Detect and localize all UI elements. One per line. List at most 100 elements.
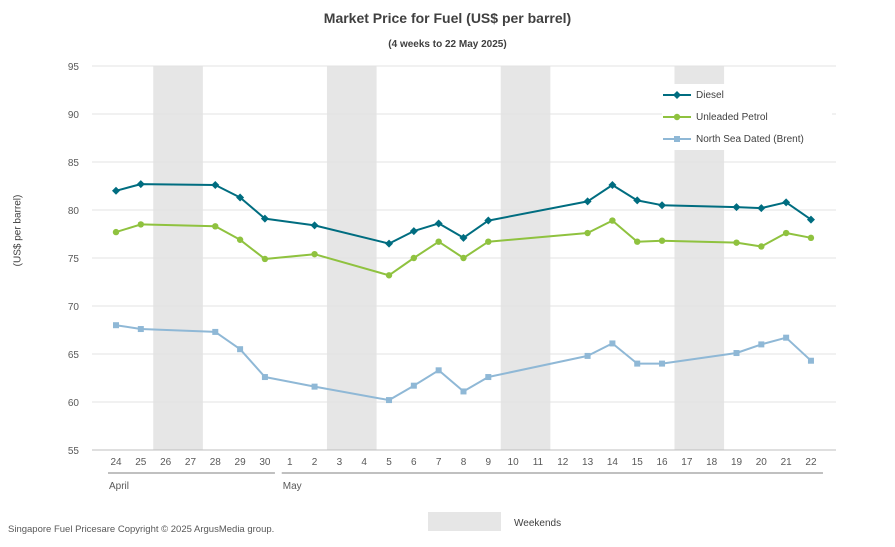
series-point: [583, 197, 592, 206]
series-point: [212, 223, 219, 230]
legend-item: Unleaded Petrol: [662, 106, 832, 128]
series-point: [137, 221, 145, 228]
series-point: [386, 397, 393, 404]
x-tick-label: 17: [681, 457, 693, 468]
series-point: [658, 237, 666, 244]
series-point: [807, 234, 815, 242]
x-tick-label: 2: [312, 457, 318, 468]
weekend-legend-swatch: [428, 512, 501, 531]
series-point: [311, 383, 318, 390]
x-tick-label: 13: [582, 457, 594, 468]
x-tick-label: 22: [805, 457, 817, 468]
series-point: [385, 272, 393, 279]
x-tick-label: 8: [461, 457, 467, 468]
series-point: [113, 322, 119, 329]
series-point: [237, 346, 244, 353]
series-point: [460, 254, 467, 262]
y-tick-label: 65: [68, 350, 80, 361]
series-unleaded-petrol: [112, 217, 815, 279]
legend-label: North Sea Dated (Brent): [696, 133, 804, 145]
x-tick-label: 16: [656, 457, 668, 468]
series-point: [633, 196, 642, 205]
series-point: [757, 204, 766, 213]
series-diesel: [112, 180, 815, 248]
month-label: April: [109, 481, 129, 492]
x-tick-label: 4: [361, 457, 367, 468]
legend-swatch-icon: [663, 113, 691, 121]
month-label: May: [283, 481, 302, 492]
y-tick-label: 85: [68, 158, 80, 169]
series-point: [261, 255, 269, 263]
x-tick-label: 15: [632, 457, 644, 468]
y-tick-label: 55: [68, 446, 80, 457]
x-tick-label: 14: [607, 457, 619, 468]
series-point: [782, 198, 791, 207]
x-tick-label: 25: [135, 457, 147, 468]
series-point: [434, 219, 443, 228]
series-point: [733, 239, 740, 246]
series-point: [783, 334, 790, 341]
series-point: [485, 238, 492, 245]
y-tick-label: 60: [68, 398, 80, 409]
series-point: [733, 350, 740, 357]
series-point: [484, 216, 493, 225]
x-tick-label: 9: [486, 457, 492, 468]
series-point: [236, 236, 244, 243]
series-point: [311, 250, 318, 258]
x-tick-label: 19: [731, 457, 743, 468]
legend-label: Unleaded Petrol: [696, 111, 768, 123]
y-tick-label: 80: [68, 206, 80, 217]
chart-legend: Diesel Unleaded Petrol North Sea Dated (Br…: [662, 84, 832, 150]
series-point: [584, 352, 591, 359]
x-tick-label: 10: [508, 457, 520, 468]
series-point: [658, 201, 667, 210]
chart-title: Market Price for Fuel (US$ per barrel): [323, 10, 572, 26]
legend-item: Diesel: [662, 84, 832, 106]
x-tick-label: 1: [287, 457, 293, 468]
series-point: [758, 243, 765, 250]
series-point: [659, 360, 666, 367]
series-point: [609, 217, 616, 224]
x-tick-label: 26: [160, 457, 172, 468]
series-point: [211, 181, 220, 190]
series-point: [435, 238, 442, 245]
y-tick-label: 95: [68, 62, 80, 73]
x-tick-label: 18: [706, 457, 718, 468]
series-point: [137, 326, 144, 333]
series-north-sea-dated-brent: [113, 322, 814, 404]
x-tick-label: 29: [235, 457, 247, 468]
y-tick-label: 70: [68, 302, 80, 313]
series-point: [236, 193, 245, 202]
weekend-legend-label: Weekends: [514, 518, 562, 529]
series-point: [136, 180, 145, 189]
series-point: [385, 239, 394, 248]
series-point: [807, 357, 814, 364]
series-point: [609, 340, 616, 347]
series-point: [409, 227, 418, 236]
series-point: [261, 374, 268, 381]
series-point: [485, 374, 492, 381]
legend-swatch-icon: [663, 136, 691, 142]
legend-label: Diesel: [696, 89, 724, 101]
series-point: [634, 360, 641, 367]
series-point: [410, 382, 417, 389]
series-point: [260, 214, 269, 223]
series-point: [460, 388, 467, 395]
copyright-footer: Singapore Fuel Pricesare Copyright © 202…: [8, 524, 275, 535]
series-point: [608, 181, 617, 190]
x-tick-label: 6: [411, 457, 417, 468]
series-point: [112, 228, 120, 236]
series-point: [634, 238, 641, 245]
y-tick-label: 75: [68, 254, 80, 265]
x-tick-label: 21: [781, 457, 793, 468]
legend-item: North Sea Dated (Brent): [662, 128, 832, 150]
x-tick-label: 3: [337, 457, 343, 468]
series-point: [212, 328, 219, 335]
x-tick-label: 12: [557, 457, 569, 468]
series-point: [435, 367, 442, 374]
y-tick-label: 90: [68, 110, 80, 121]
series-point: [584, 229, 591, 237]
x-tick-label: 24: [110, 457, 122, 468]
series-point: [782, 229, 790, 237]
